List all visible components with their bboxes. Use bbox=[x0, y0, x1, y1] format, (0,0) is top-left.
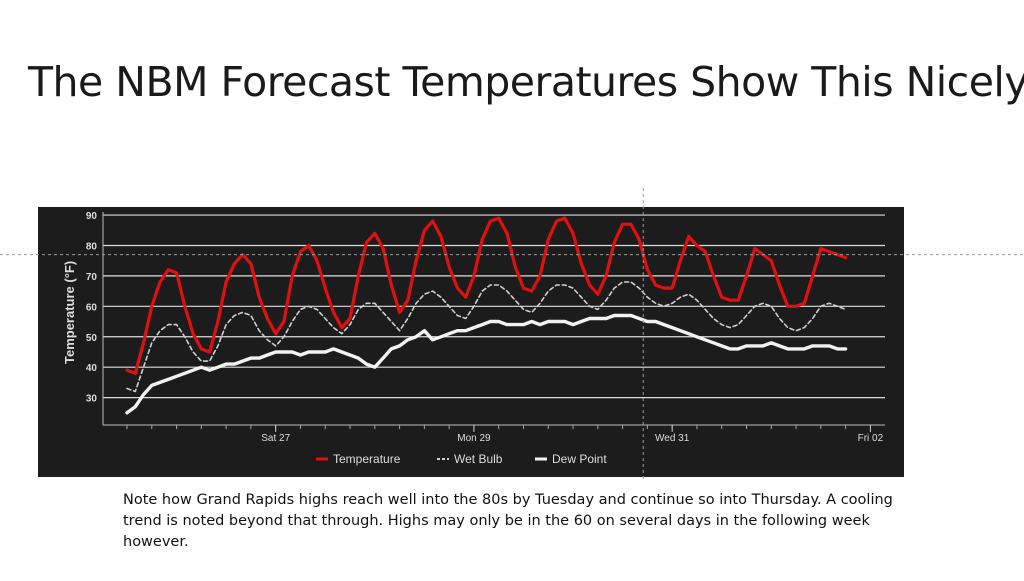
slide-note: Note how Grand Rapids highs reach well i… bbox=[123, 492, 893, 550]
legend-label-temperature: Temperature bbox=[333, 452, 401, 466]
series-line-dew-point bbox=[125, 313, 848, 415]
slide-title: The NBM Forecast Temperatures Show This … bbox=[28, 58, 1024, 106]
legend-label-dew-point: Dew Point bbox=[552, 452, 607, 466]
y-tick-label: 80 bbox=[86, 241, 98, 252]
x-tick-label: Fri 02 bbox=[858, 433, 884, 444]
y-tick-label: 30 bbox=[86, 394, 98, 405]
y-tick-label: 60 bbox=[86, 302, 98, 313]
x-tick-label: Mon 29 bbox=[457, 433, 491, 444]
crosshair bbox=[0, 188, 1024, 480]
series-line-wet-bulb bbox=[126, 281, 847, 393]
y-tick-label: 90 bbox=[86, 211, 98, 222]
x-tick-label: Wed 31 bbox=[655, 433, 690, 444]
legend-label-wet-bulb: Wet Bulb bbox=[454, 452, 503, 466]
y-axis-title: Temperature (°F) bbox=[62, 261, 77, 364]
y-tick-label: 50 bbox=[86, 333, 98, 344]
data-series bbox=[125, 216, 848, 415]
series-line-temperature bbox=[125, 216, 848, 375]
y-tick-label: 70 bbox=[86, 272, 98, 283]
legend: Temperature Wet Bulb Dew Point bbox=[316, 452, 607, 466]
y-tick-label: 40 bbox=[86, 363, 98, 374]
x-tick-label: Sat 27 bbox=[261, 433, 290, 444]
